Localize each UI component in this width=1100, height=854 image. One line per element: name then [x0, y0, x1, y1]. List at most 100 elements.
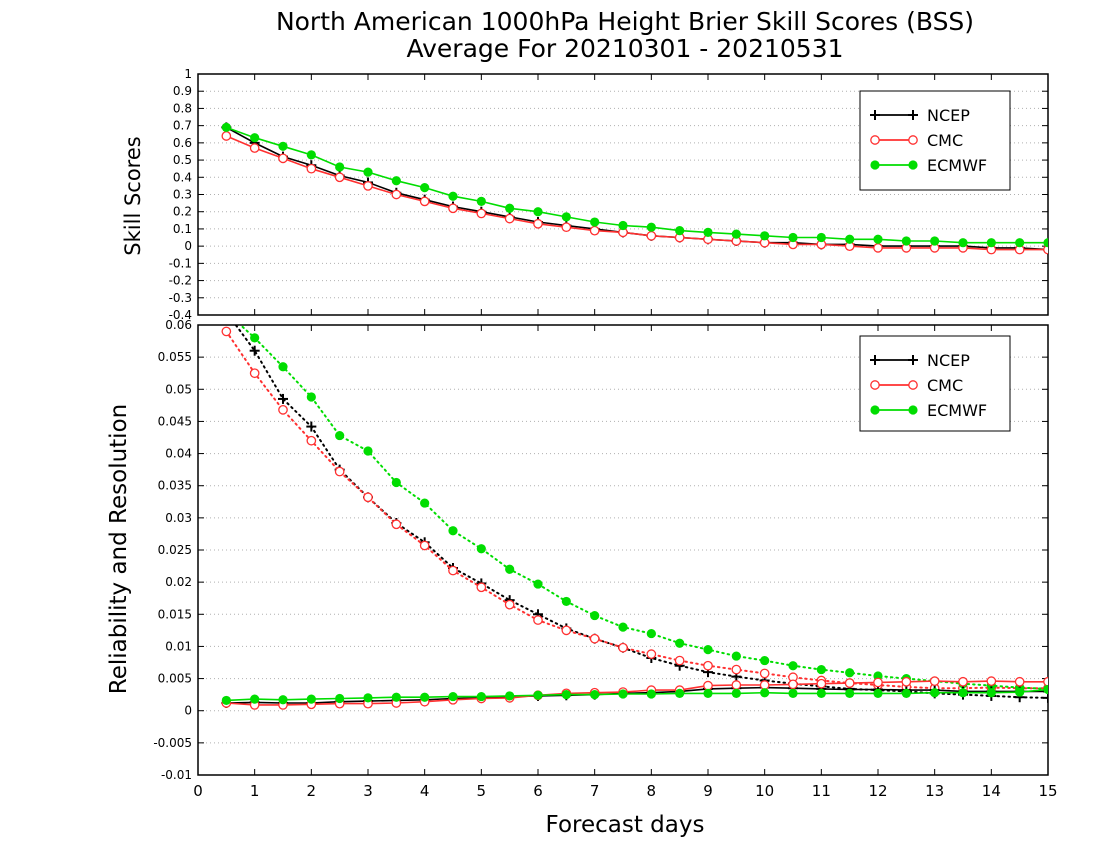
legend-marker	[870, 380, 880, 390]
panel-2: -0.01 -0.005 0 0.005 0.01 0.015 0.02 0.025 0.03 0…	[153, 318, 1057, 800]
y-tick-label: 0.9	[173, 84, 192, 98]
data-point-marker	[335, 430, 345, 441]
y-tick-label: 0.6	[173, 136, 192, 150]
data-point-marker	[590, 610, 600, 621]
y-tick-label: 0.03	[165, 511, 192, 525]
y-tick-label: -0.1	[169, 256, 192, 270]
legend-label-cmc: CMC	[927, 131, 963, 150]
legend-marker	[870, 135, 880, 145]
legend-marker	[908, 135, 918, 145]
x-tick-label: 7	[590, 782, 600, 800]
y-tick-label: 0	[184, 239, 192, 253]
y-tick-label: -0.2	[169, 274, 192, 288]
y-tick-label: 0.015	[158, 607, 192, 621]
y-tick-label: 0.4	[173, 170, 192, 184]
data-point-marker	[363, 181, 373, 191]
x-tick-label: 2	[307, 782, 317, 800]
data-point-marker	[448, 691, 458, 702]
data-point-marker	[561, 596, 571, 607]
series-line	[225, 688, 1048, 702]
y-tick-label: 0.01	[165, 639, 192, 653]
x-tick-label: 6	[533, 782, 543, 800]
data-point-marker	[816, 232, 826, 243]
data-point-marker	[561, 212, 571, 222]
data-point-marker	[448, 191, 458, 201]
legend-marker	[870, 160, 880, 170]
data-point-marker	[1043, 238, 1048, 248]
data-point-marker	[930, 688, 940, 698]
data-point-marker	[1043, 676, 1048, 687]
chart-title-line1: North American 1000hPa Height Brier Skil…	[276, 7, 974, 36]
data-point-marker	[533, 207, 543, 217]
data-point-marker	[335, 162, 345, 172]
data-point-marker	[250, 133, 260, 143]
data-point-marker	[391, 692, 401, 702]
data-point-marker	[901, 676, 912, 687]
data-point-marker	[476, 196, 486, 206]
x-tick-label: 1	[250, 782, 260, 800]
x-tick-label: 10	[755, 782, 774, 800]
data-point-marker	[221, 131, 232, 141]
data-point-marker	[363, 492, 373, 503]
y-tick-label: 0.06	[165, 318, 192, 332]
data-point-marker	[561, 222, 572, 233]
legend-label-ncep: NCEP	[927, 106, 970, 125]
y-tick-label: -0.4	[169, 308, 192, 322]
y-tick-label: 0.025	[158, 543, 192, 557]
data-point-marker	[221, 122, 231, 132]
data-point-marker	[306, 163, 317, 174]
data-point-marker	[363, 167, 373, 177]
legend-marker	[908, 405, 918, 415]
y-tick-label: 0.8	[173, 101, 192, 115]
data-point-marker	[760, 688, 770, 698]
data-point-marker	[420, 183, 430, 193]
data-point-marker	[986, 238, 996, 248]
data-point-marker	[845, 234, 855, 244]
data-point-marker	[675, 226, 685, 236]
y-tick-label: 0.02	[165, 575, 192, 589]
legend-label-ecmwf: ECMWF	[927, 401, 987, 420]
data-point-marker	[731, 688, 741, 698]
data-point-marker	[1014, 676, 1025, 687]
data-point-marker	[1015, 687, 1025, 697]
data-point-marker	[561, 690, 571, 700]
series-line	[225, 126, 1048, 244]
data-point-marker	[703, 688, 713, 698]
data-point-marker	[731, 229, 741, 239]
series-ecmwf	[221, 122, 1048, 248]
y-tick-label: 0.035	[158, 479, 192, 493]
data-point-marker	[788, 688, 798, 698]
data-point-marker	[646, 628, 656, 639]
y-tick-label: 0	[184, 704, 192, 718]
y-tick-label: 0.005	[158, 672, 192, 686]
x-tick-label: 11	[812, 782, 831, 800]
x-tick-label: 0	[193, 782, 203, 800]
data-point-marker	[873, 677, 883, 688]
bottom-y-axis-label: Reliability and Resolution	[106, 404, 132, 694]
data-point-marker	[250, 333, 260, 343]
data-point-marker	[221, 326, 232, 337]
data-point-marker	[420, 498, 430, 508]
data-point-marker	[448, 565, 458, 576]
data-point-marker	[731, 664, 742, 675]
series-layer	[221, 325, 1048, 710]
y-tick-label: -0.005	[153, 736, 192, 750]
data-point-marker	[391, 189, 402, 200]
data-point-marker	[278, 695, 288, 705]
data-point-marker	[674, 655, 685, 666]
data-point-marker	[363, 693, 373, 703]
panel-1: -0.4 -0.3 -0.2 -0.1 0 0.1 0.2 0.3 0.4 0.5 0.6 0.7 0.…	[169, 67, 1049, 322]
data-point-marker	[731, 651, 741, 661]
legend-box	[859, 335, 1011, 432]
data-point-marker	[335, 693, 345, 704]
data-point-marker	[448, 203, 458, 214]
data-point-marker	[250, 694, 260, 704]
x-tick-label: 3	[363, 782, 373, 800]
data-point-marker	[334, 172, 345, 183]
data-point-marker	[929, 676, 940, 686]
data-point-marker	[646, 222, 656, 232]
data-point-marker	[420, 692, 430, 702]
data-point-marker	[986, 676, 997, 686]
data-point-marker	[533, 615, 543, 625]
